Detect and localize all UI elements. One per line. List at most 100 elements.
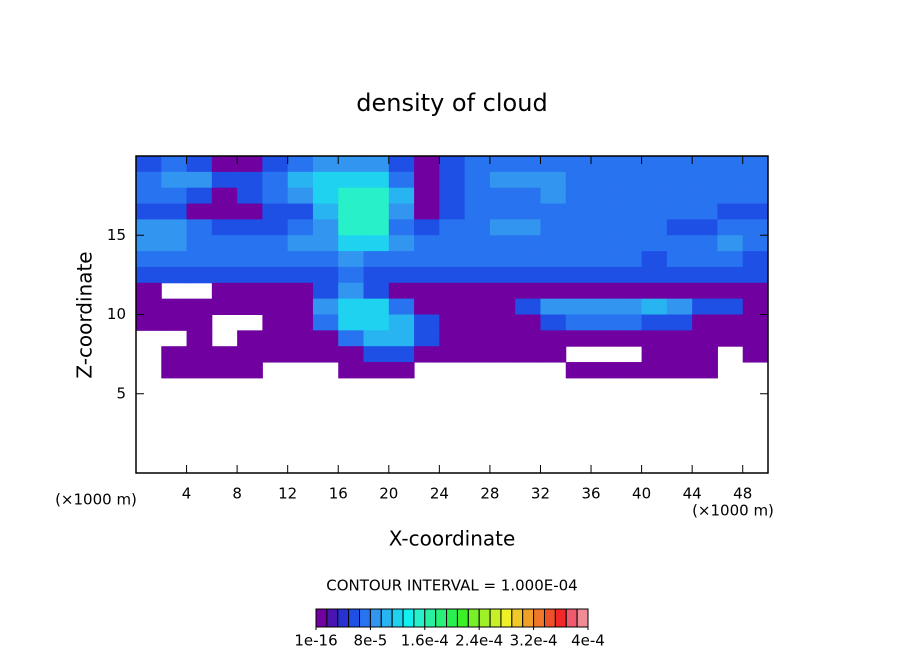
cell [338,282,365,300]
cell [616,362,643,379]
colorbar-box [380,608,393,628]
cell [312,314,339,331]
cell [565,266,592,284]
cell [287,203,314,220]
cell [515,266,541,284]
cell [591,282,617,300]
cell [136,314,162,331]
cell [262,266,289,284]
cell [591,251,617,268]
x-tick-label: 24 [430,485,449,503]
cell [363,282,390,300]
cell [262,330,289,347]
cell [211,266,238,284]
cell [565,187,592,205]
cell [666,187,693,205]
colorbar-box [511,608,524,628]
cell [489,298,516,315]
cell [211,362,238,379]
cell [211,282,238,300]
cell [312,298,339,315]
cell [464,251,491,268]
cell [161,266,188,284]
cell [211,187,238,205]
cell [489,266,516,284]
cell [591,235,617,252]
cell [186,266,213,284]
cell [641,314,668,331]
cell [211,346,238,363]
colorbar-box [391,608,404,628]
cell [565,171,592,189]
cell [540,171,567,189]
colorbar-box [456,608,469,628]
cell [742,266,769,284]
cell [237,187,263,205]
cell [338,251,365,268]
cell [136,282,162,300]
cell [262,171,289,189]
cell [641,235,668,252]
cell [717,298,744,315]
cell [262,282,289,300]
colorbar-label: 4e-4 [571,632,605,650]
cell [363,266,390,284]
cell [616,219,643,236]
cell [489,219,516,236]
cell [515,171,541,189]
x-tick-label: 28 [480,485,499,503]
cell [717,187,744,205]
cell [742,314,769,331]
cell [464,298,491,315]
cell [363,346,390,363]
cell [136,298,162,315]
cell [363,187,390,205]
cell [439,187,466,205]
cell [287,346,314,363]
cell [515,156,541,173]
cell [414,266,440,284]
cell [388,203,415,220]
cell [616,298,643,315]
colorbar-box [315,608,328,628]
colorbar-box [522,608,535,628]
cell [565,235,592,252]
cell [464,346,491,363]
cell [515,298,541,315]
cell [287,156,314,173]
cell [237,266,263,284]
cell [641,219,668,236]
cell [414,282,440,300]
cell [363,235,390,252]
cell [666,203,693,220]
cell [692,282,718,300]
cell [641,362,668,379]
cell [616,266,643,284]
y-unit-label: (×1000 m) [55,491,137,509]
cell [666,282,693,300]
colorbar-box [402,608,415,628]
cell [641,330,668,347]
cell [287,298,314,315]
cell [742,251,769,268]
cell [464,266,491,284]
cell [565,298,592,315]
cell [515,187,541,205]
cell [742,330,769,347]
cell [363,156,390,173]
colorbar-box [326,608,339,628]
cell [338,314,365,331]
cell [388,219,415,236]
cell [237,362,263,379]
cell [388,282,415,300]
cell [287,187,314,205]
cell [489,346,516,363]
cell [414,156,440,173]
cell [616,171,643,189]
cell [717,251,744,268]
cell [414,235,440,252]
colorbar-box [413,608,426,628]
cell [237,171,263,189]
colorbar-box [337,608,350,628]
chart-title: density of cloud [356,89,547,117]
